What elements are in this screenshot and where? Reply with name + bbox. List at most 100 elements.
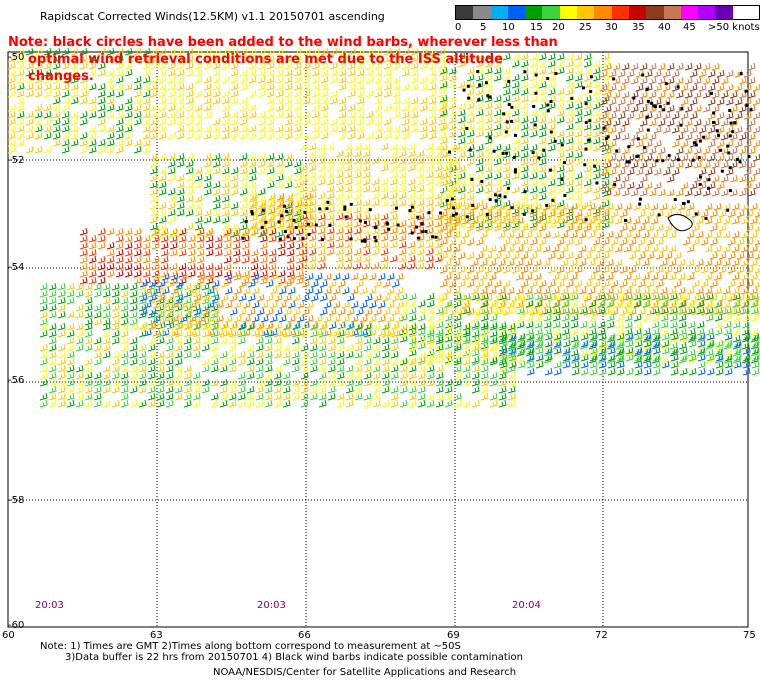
contamination-dot: [632, 96, 636, 100]
contamination-dot: [606, 135, 610, 139]
legend-swatch: [559, 6, 578, 19]
contamination-dot: [448, 150, 452, 154]
contamination-dot: [589, 75, 593, 79]
wind-barb-group: [149, 47, 446, 140]
wind-barb-group: [39, 282, 219, 326]
contamination-dot: [584, 218, 588, 222]
contamination-dot: [522, 212, 526, 216]
wind-barb-group: [79, 227, 304, 285]
wind-barb-group: [439, 202, 760, 316]
contamination-dot: [244, 220, 248, 224]
contamination-dot: [277, 220, 281, 224]
contamination-dot: [420, 222, 424, 226]
wind-barb-group: [39, 322, 516, 408]
pass-time: 20:03: [35, 600, 64, 611]
contamination-dot: [507, 79, 511, 83]
contamination-dot: [546, 109, 550, 113]
contamination-dot: [343, 207, 347, 211]
contamination-dot: [294, 225, 298, 229]
contamination-dot: [462, 88, 466, 92]
wind-barb-group: [299, 212, 443, 270]
wind-barb-group: [149, 47, 446, 140]
contamination-dot: [501, 151, 505, 155]
contamination-dot: [747, 154, 751, 158]
legend-label: 0: [455, 22, 462, 33]
legend-swatch: [663, 6, 681, 19]
contamination-dot: [661, 159, 665, 163]
contamination-dot: [545, 203, 549, 207]
contamination-dot: [451, 213, 455, 217]
contamination-dot: [280, 214, 284, 218]
contamination-dot: [431, 235, 435, 239]
legend-swatch: [542, 6, 560, 19]
contamination-dot: [646, 99, 650, 103]
legend-swatch: [594, 6, 612, 19]
contamination-dot: [450, 197, 454, 201]
contamination-dot: [716, 133, 720, 137]
wind-barb-group: [39, 282, 219, 326]
contamination-dot: [506, 186, 510, 190]
contamination-dot: [645, 87, 649, 91]
island-outline: [667, 214, 693, 232]
contamination-dot: [303, 210, 307, 214]
wind-barb-group: [439, 52, 610, 229]
contamination-dot: [374, 239, 378, 243]
contamination-dot: [698, 175, 702, 179]
wind-barb-group: [299, 212, 443, 270]
contamination-dot: [712, 111, 716, 115]
wind-barb-group: [16, 47, 151, 154]
contamination-dot: [368, 208, 372, 212]
contamination-dot: [551, 198, 555, 202]
contamination-dot: [738, 160, 742, 164]
contamination-dot: [673, 198, 677, 202]
pass-time: 20:04: [512, 600, 541, 611]
contamination-dot: [387, 227, 391, 231]
contamination-dot: [533, 123, 537, 127]
contamination-dot: [589, 89, 593, 93]
contamination-dot: [328, 223, 332, 227]
contamination-dot: [731, 130, 735, 134]
legend-color-bar: [455, 5, 760, 20]
contamination-dot: [744, 89, 748, 93]
contamination-dot: [451, 206, 455, 210]
legend-swatch: [698, 6, 716, 19]
contamination-dot: [307, 232, 311, 236]
contamination-dot: [349, 237, 353, 241]
legend-label: 20: [552, 22, 565, 33]
wind-barb-group: [39, 322, 516, 408]
contamination-dot: [465, 126, 469, 130]
contamination-dot: [363, 239, 367, 243]
contamination-dot: [694, 212, 698, 216]
contamination-dot: [680, 107, 684, 111]
contamination-dot: [286, 235, 290, 239]
legend-label: 30: [605, 22, 618, 33]
contamination-dot: [655, 159, 659, 163]
lat-label: -50: [8, 52, 25, 63]
contamination-dot: [427, 211, 431, 215]
contamination-dot: [306, 222, 310, 226]
contamination-dot: [627, 160, 631, 164]
contamination-dot: [729, 121, 733, 125]
legend-swatch: [628, 6, 647, 19]
contamination-dot: [720, 169, 724, 173]
contamination-dot: [505, 120, 509, 124]
contamination-dot: [642, 146, 646, 150]
contamination-dot: [719, 148, 723, 152]
wind-barb-group: [599, 62, 760, 197]
contamination-dot: [613, 183, 617, 187]
legend-label: 35: [632, 22, 645, 33]
contamination-dot: [584, 147, 588, 151]
contamination-dot: [512, 155, 516, 159]
contamination-dot: [510, 119, 514, 123]
legend-label: 45: [683, 22, 696, 33]
contamination-dot: [486, 94, 490, 98]
contamination-dot: [373, 235, 377, 239]
contamination-dot: [615, 149, 619, 153]
contamination-dot: [358, 219, 362, 223]
contamination-dot: [662, 108, 666, 112]
lon-label: 75: [743, 630, 756, 641]
legend-swatch: [646, 6, 664, 19]
contamination-dot: [416, 236, 420, 240]
contamination-dot: [623, 219, 627, 223]
contamination-dot: [410, 205, 414, 209]
